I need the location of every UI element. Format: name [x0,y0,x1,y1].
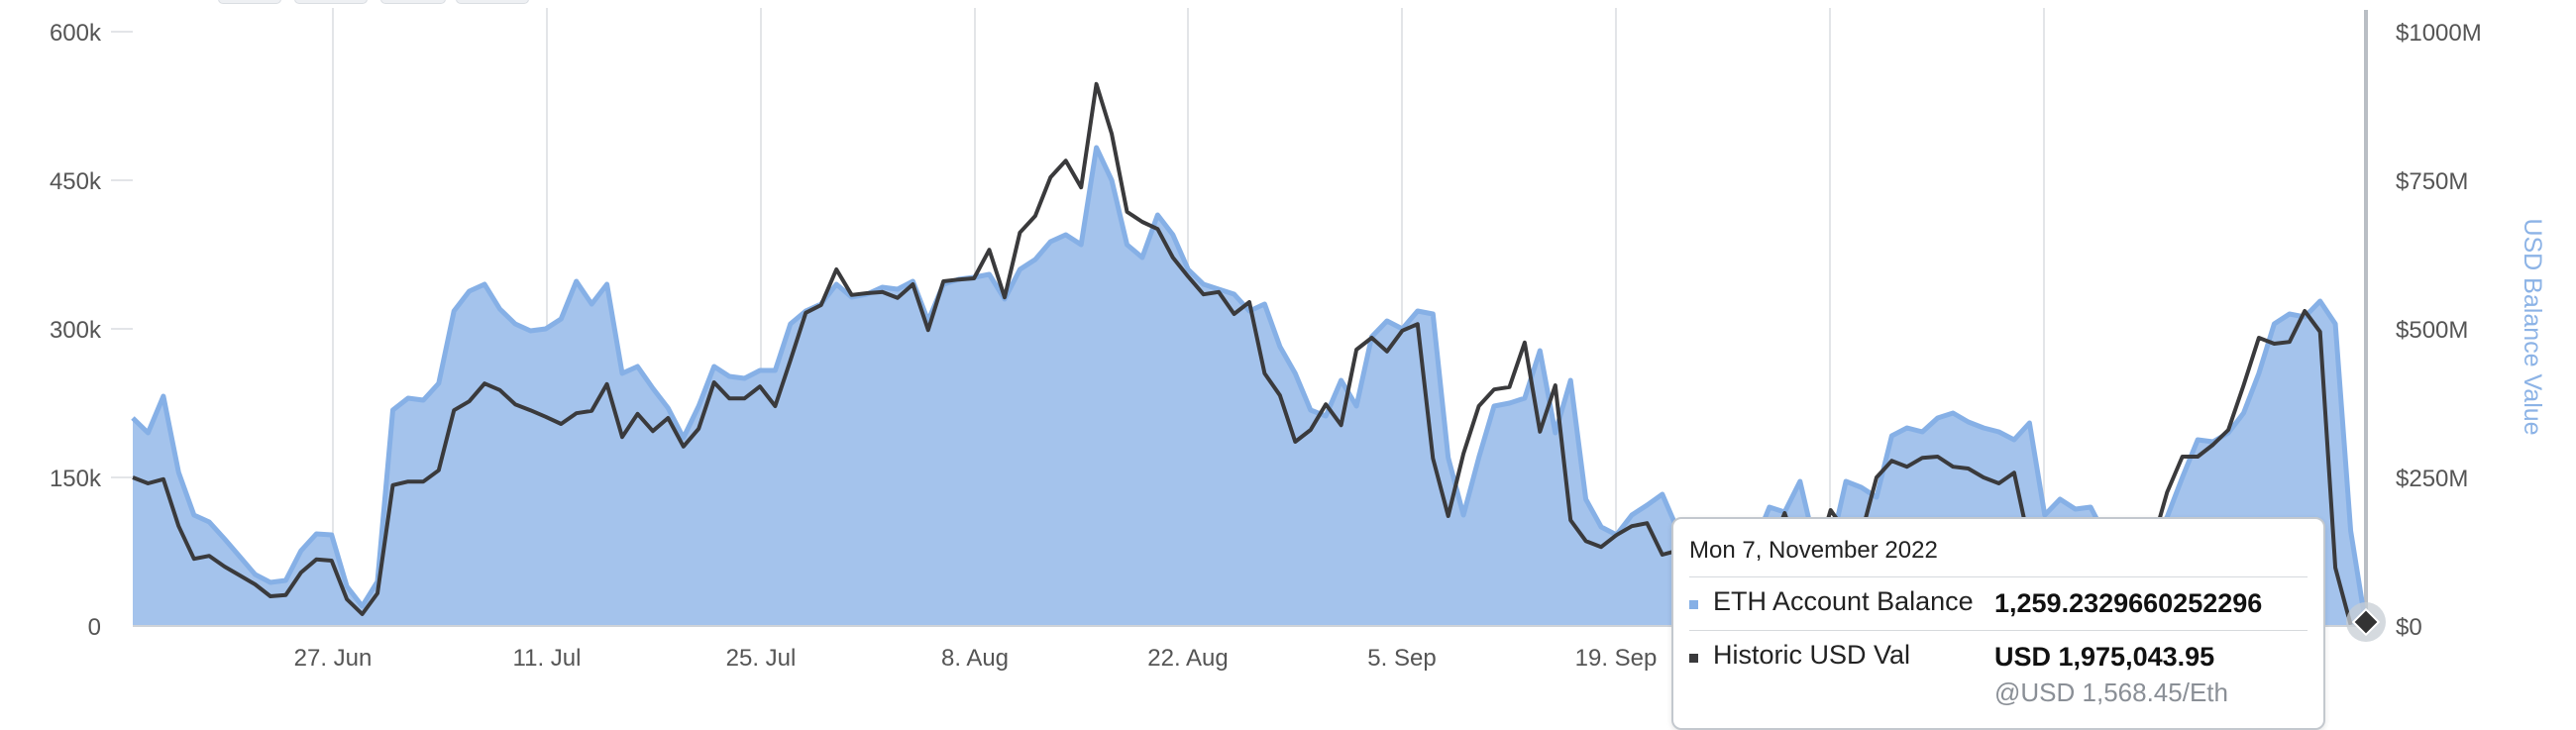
tooltip-label: ETH Account Balance [1713,586,1974,616]
y2-tick-label: $750M [2396,168,2468,195]
tooltip-date: Mon 7, November 2022 [1689,537,1938,564]
range-tab[interactable] [380,0,446,4]
tooltip-label: Historic USD Val [1713,640,1911,670]
usd-value-line [132,81,2353,626]
x-tick-label: 25. Jul [726,645,797,672]
y2-tick-label: $1000M [2396,20,2482,47]
x-tick-label: 5. Sep [1367,645,1436,672]
chart-tooltip: Mon 7, November 2022 ETH Account Balance… [1671,517,2325,730]
range-tab[interactable] [218,0,281,4]
y2-tick-label: $0 [2396,614,2422,641]
range-tab[interactable] [456,0,529,4]
tooltip-rate: @USD 1,568.45/Eth [1994,678,2228,707]
x-tick-label: 11. Jul [513,645,582,672]
y2-tick-label: $250M [2396,466,2468,492]
axes: 27. Jun 11. Jul 25. Jul 8. Aug 22. Aug 5. Sep… [50,20,2482,672]
x-tick-label: 19. Sep [1575,645,1658,672]
y-tick-label: 450k [50,168,102,195]
tooltip-divider [1689,630,2308,631]
tooltip-value: USD 1,975,043.95 [1994,642,2215,672]
y-tick-label: 0 [88,614,101,641]
x-tick-label: 22. Aug [1147,645,1228,672]
x-tick-label: 8. Aug [941,645,1009,672]
x-tick-label: 27. Jun [294,645,373,672]
y-tick-label: 600k [50,20,102,47]
right-axis-title: USD Balance Value [2519,218,2546,435]
hover-marker [2346,602,2386,642]
range-tab[interactable] [294,0,368,4]
y-tick-label: 300k [50,317,102,344]
eth-square-icon [1689,600,1698,609]
tooltip-value: 1,259.2329660252296 [1994,588,2263,618]
marker-diamond [2351,607,2381,637]
tooltip-divider [1689,576,2308,577]
y2-tick-label: $500M [2396,317,2468,344]
usd-square-icon [1689,654,1698,663]
y-tick-label: 150k [50,466,102,492]
tooltip-row-eth: ETH Account Balance 1,259.2329660252296 [1689,586,2308,626]
tooltip-row-usd: Historic USD Val USD 1,975,043.95 @USD 1… [1689,640,2308,707]
eth-balance-area [133,148,2366,626]
